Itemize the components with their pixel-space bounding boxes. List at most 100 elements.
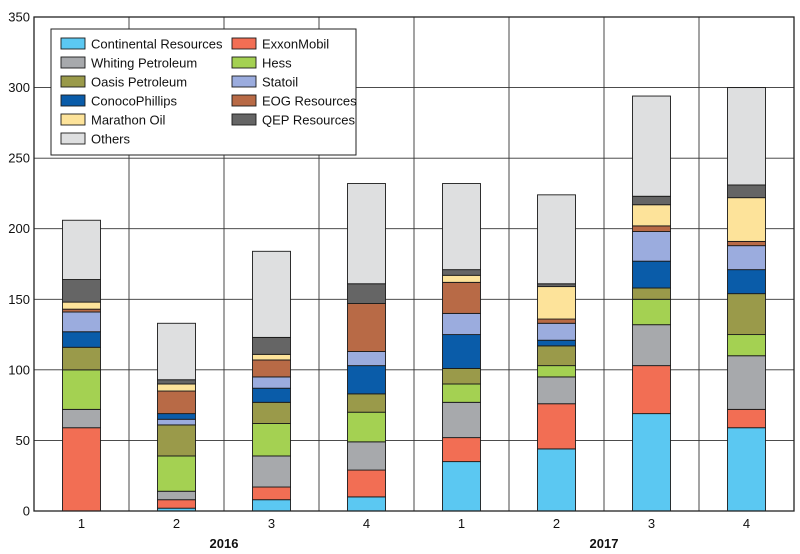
x-tick-label: 3 bbox=[268, 516, 275, 531]
legend-swatch bbox=[60, 113, 86, 126]
bar-segment bbox=[632, 298, 671, 326]
bar-segment bbox=[442, 312, 481, 336]
bar-segment bbox=[347, 283, 386, 304]
plot-frame bbox=[33, 16, 795, 512]
bar-stack bbox=[442, 183, 481, 512]
bar-segment bbox=[442, 334, 481, 369]
bar-segment bbox=[157, 424, 196, 457]
legend-swatch bbox=[60, 56, 86, 69]
bar-segment bbox=[252, 423, 291, 457]
x-tick-label: 4 bbox=[743, 516, 750, 531]
legend-label: Hess bbox=[262, 56, 292, 71]
bar-segment bbox=[727, 245, 766, 271]
x-tick-label: 2 bbox=[553, 516, 560, 531]
bar-segment bbox=[442, 274, 481, 283]
bar-stack bbox=[537, 194, 576, 512]
legend-label: Continental Resources bbox=[91, 37, 223, 52]
bar-segment bbox=[62, 369, 101, 410]
bar-segment bbox=[252, 359, 291, 378]
bar-segment bbox=[157, 455, 196, 492]
bar-segment bbox=[157, 413, 196, 420]
bar-segment bbox=[442, 281, 481, 314]
bar-segment bbox=[537, 376, 576, 405]
bar-segment bbox=[537, 194, 576, 285]
bar-segment bbox=[62, 331, 101, 348]
legend-swatch bbox=[231, 113, 257, 126]
legend-label: Statoil bbox=[262, 75, 298, 90]
bar-segment bbox=[157, 490, 196, 501]
legend-swatch bbox=[231, 37, 257, 50]
y-tick-label: 50 bbox=[16, 433, 30, 448]
bar-segment bbox=[347, 411, 386, 443]
bar-segment bbox=[252, 250, 291, 338]
legend-swatch bbox=[231, 56, 257, 69]
bars-layer bbox=[62, 87, 766, 512]
legend-label: ExxonMobil bbox=[262, 37, 329, 52]
legend-swatch bbox=[231, 94, 257, 107]
legend-swatch bbox=[60, 75, 86, 88]
bar-segment bbox=[632, 204, 671, 227]
bar-segment bbox=[442, 183, 481, 271]
y-tick-label: 300 bbox=[8, 80, 30, 95]
bar-stack bbox=[347, 183, 386, 512]
bar-segment bbox=[632, 195, 671, 206]
bar-segment bbox=[62, 279, 101, 303]
bar-segment bbox=[62, 427, 101, 512]
legend-label: EOG Resources bbox=[262, 94, 357, 109]
bar-segment bbox=[727, 293, 766, 336]
bar-segment bbox=[442, 437, 481, 463]
legend-swatch bbox=[60, 37, 86, 50]
bar-segment bbox=[632, 413, 671, 512]
y-tick-label: 100 bbox=[8, 362, 30, 377]
bar-segment bbox=[727, 408, 766, 429]
bar-segment bbox=[537, 286, 576, 320]
x-tick-label: 1 bbox=[458, 516, 465, 531]
bar-segment bbox=[727, 269, 766, 295]
bar-segment bbox=[727, 184, 766, 199]
bar-segment bbox=[537, 318, 576, 324]
legend-label: Oasis Petroleum bbox=[91, 75, 187, 90]
bar-segment bbox=[537, 365, 576, 378]
bar-segment bbox=[157, 383, 196, 392]
legend: Continental Resources Whiting Petroleum Oa… bbox=[50, 28, 357, 156]
bar-segment bbox=[727, 197, 766, 242]
bar-segment bbox=[62, 408, 101, 429]
y-tick-label: 200 bbox=[8, 221, 30, 236]
bar-segment bbox=[347, 496, 386, 512]
bar-segment bbox=[727, 334, 766, 357]
bar-segment bbox=[442, 401, 481, 439]
bar-segment bbox=[252, 353, 291, 361]
year-label: 2016 bbox=[210, 536, 239, 551]
legend-swatch bbox=[231, 75, 257, 88]
ticks-layer: 0 50 100 150 200 250 300 350 1 2 3 4 1 2 3 4 2016 2017 bbox=[8, 10, 750, 552]
bar-segment bbox=[537, 448, 576, 512]
bar-segment bbox=[727, 87, 766, 186]
bar-stack bbox=[252, 250, 291, 512]
year-label: 2017 bbox=[590, 536, 619, 551]
x-tick-label: 4 bbox=[363, 516, 370, 531]
bar-segment bbox=[252, 486, 291, 501]
bar-segment bbox=[347, 303, 386, 352]
y-tick-label: 0 bbox=[23, 504, 30, 519]
bar-segment bbox=[252, 336, 291, 355]
bar-segment bbox=[727, 355, 766, 410]
bar-segment bbox=[252, 455, 291, 488]
bar-segment bbox=[537, 322, 576, 341]
bar-segment bbox=[727, 240, 766, 247]
bar-segment bbox=[252, 387, 291, 403]
bar-segment bbox=[62, 346, 101, 371]
bar-segment bbox=[157, 390, 196, 415]
legend-label: Others bbox=[91, 132, 131, 147]
legend-box bbox=[50, 28, 357, 156]
bar-segment bbox=[62, 301, 101, 310]
bar-stack bbox=[632, 95, 671, 512]
x-tick-label: 1 bbox=[78, 516, 85, 531]
bar-segment bbox=[442, 383, 481, 403]
bar-segment bbox=[632, 324, 671, 367]
x-tick-label: 2 bbox=[173, 516, 180, 531]
bar-segment bbox=[632, 365, 671, 415]
bar-segment bbox=[727, 427, 766, 512]
bar-segment bbox=[157, 418, 196, 426]
